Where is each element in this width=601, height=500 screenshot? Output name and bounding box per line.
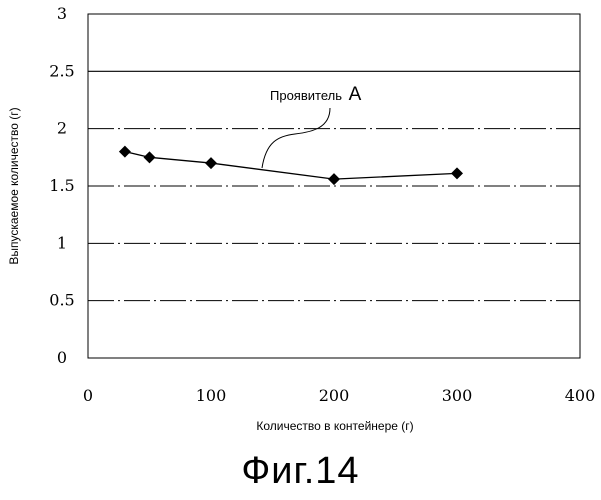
- y-tick-label: 1.5: [49, 176, 74, 195]
- data-point-marker: [205, 157, 217, 169]
- data-point-marker: [119, 146, 131, 158]
- annotation-text: Проявитель: [270, 88, 342, 103]
- y-tick-label: 0.5: [49, 291, 74, 310]
- y-tick-label: 1: [57, 233, 67, 252]
- data-point-marker: [328, 173, 340, 185]
- x-tick-labels: 0 100 200 300 400: [83, 386, 595, 405]
- x-tick-label: 400: [565, 386, 596, 405]
- x-tick-label: 300: [442, 386, 473, 405]
- y-axis-label: Выпускаемое количество (г): [7, 107, 21, 264]
- y-tick-label: 2.5: [49, 61, 74, 80]
- x-axis-label: Количество в контейнере (г): [256, 419, 413, 433]
- gridlines: [88, 71, 580, 300]
- y-tick-label: 0: [57, 348, 67, 367]
- figure-caption: Фиг.14: [0, 450, 601, 493]
- y-tick-labels: 0 0.5 1 1.5 2 2.5 3: [49, 4, 74, 367]
- x-tick-label: 100: [196, 386, 227, 405]
- x-tick-label: 200: [319, 386, 350, 405]
- series-line: [125, 152, 457, 180]
- y-tick-label: 2: [57, 119, 67, 138]
- annotation-label: Проявитель A: [270, 84, 362, 105]
- annotation-letter: A: [349, 84, 362, 105]
- annotation-leader-line: [262, 108, 330, 168]
- y-tick-label: 3: [57, 4, 67, 23]
- data-point-marker: [451, 167, 463, 179]
- x-tick-label: 0: [83, 386, 93, 405]
- data-point-marker: [144, 151, 156, 163]
- data-series: [119, 146, 463, 186]
